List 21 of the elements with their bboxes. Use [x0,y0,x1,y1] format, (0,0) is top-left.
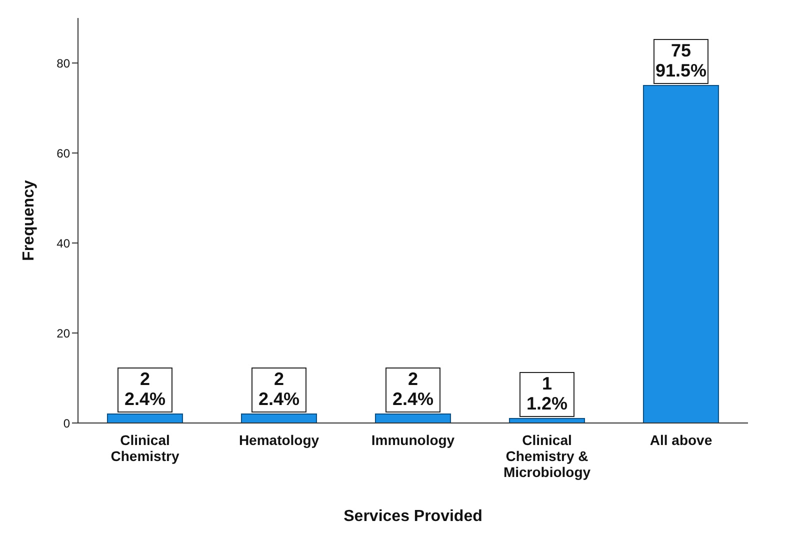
x-tick-label: Hematology [238,432,320,448]
y-tick-label: 80 [56,56,70,70]
bar [508,418,585,423]
y-tick-label: 60 [56,146,70,160]
x-tick-label: Clinical Chemistry & Microbiology [503,432,591,480]
data-label: 1 1.2% [526,374,568,414]
x-tick-label: Clinical Chemistry [110,432,180,464]
x-axis-title: Services Provided [344,508,482,525]
data-label: 2 2.4% [124,369,166,409]
bar [240,414,317,423]
y-tick-label: 40 [56,236,70,250]
bar [106,414,183,423]
data-label: 2 2.4% [258,369,300,409]
y-axis-title: Frequency [20,180,38,261]
bar [374,414,451,423]
x-tick-label: All above [650,432,712,448]
y-tick-label: 20 [56,326,70,340]
data-label: 2 2.4% [392,369,434,409]
x-tick-label: Immunology [371,432,455,448]
y-tick-label: 0 [63,416,70,430]
data-label: 75 91.5% [655,40,707,80]
